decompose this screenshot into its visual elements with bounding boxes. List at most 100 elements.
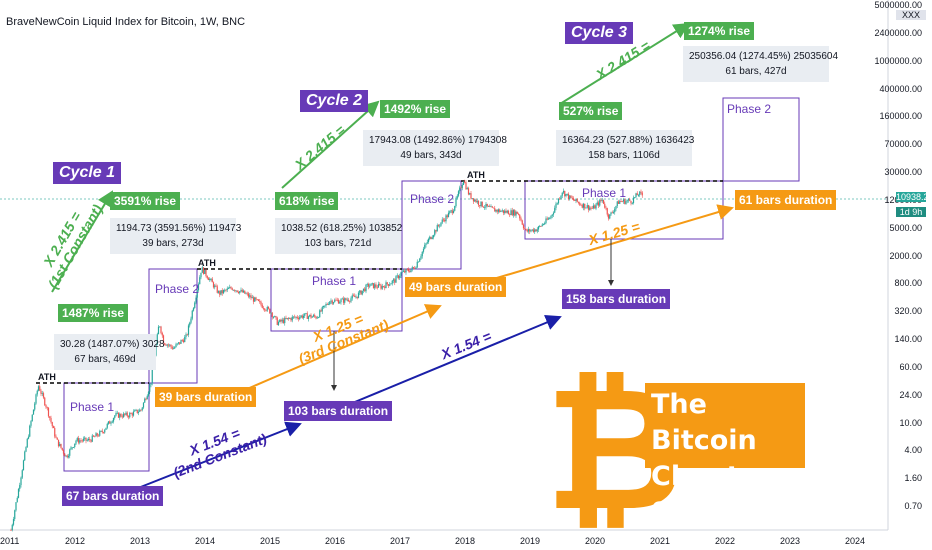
candle-body — [150, 383, 152, 385]
candle-body — [291, 316, 293, 321]
candle-body — [630, 200, 632, 204]
candle-body — [565, 193, 567, 197]
candle-body — [361, 290, 363, 295]
candle-body — [164, 343, 166, 345]
candle-body — [315, 316, 317, 319]
phase1-1-info-line1: 30.28 (1487.07%) 3028 — [60, 339, 165, 350]
candle-body — [530, 230, 532, 232]
candle-body — [367, 284, 370, 287]
candle-body — [352, 295, 355, 297]
candle-body — [416, 261, 418, 268]
c1-phase2-label: Phase 2 — [155, 282, 200, 296]
countdown-label: 1d 9h — [896, 207, 926, 217]
candle-body — [634, 197, 636, 198]
candle-body — [134, 410, 136, 412]
candle-body — [544, 222, 546, 225]
candle-body — [410, 269, 412, 273]
candle-body — [536, 229, 538, 232]
candle-body — [395, 276, 397, 283]
candle-body — [260, 301, 262, 305]
candle-body — [452, 210, 455, 214]
candle-body — [627, 199, 630, 201]
candle-body — [236, 290, 238, 292]
candle-body — [586, 205, 588, 208]
candle-body — [640, 191, 642, 193]
candle-body — [281, 319, 283, 322]
candle-body — [587, 205, 590, 210]
candle-body — [181, 340, 183, 341]
candle-body — [396, 275, 398, 277]
candle-body — [20, 477, 22, 486]
candle-body — [204, 269, 206, 274]
candle-body — [125, 412, 127, 415]
candle-body — [106, 423, 108, 428]
candle-body — [464, 181, 466, 183]
cycle-1-info-line2: 39 bars, 273d — [142, 238, 204, 249]
cycle1-phase2-box — [148, 268, 198, 384]
candle-body — [211, 278, 213, 283]
candle-body — [490, 206, 492, 208]
candle-body — [319, 310, 321, 318]
candle-body — [629, 199, 631, 201]
price-candles — [10, 179, 643, 532]
candle-body — [96, 433, 98, 436]
candle-body — [466, 188, 468, 190]
y-tick-label: 140.00 — [894, 334, 922, 344]
candle-body — [112, 418, 115, 422]
candle-body — [284, 317, 286, 324]
candle-body — [80, 440, 82, 442]
candle-body — [499, 209, 501, 212]
candle-body — [497, 209, 500, 212]
candle-body — [271, 312, 273, 318]
candle-body — [445, 215, 447, 222]
candle-body — [35, 394, 37, 404]
c3-phase2-label: Phase 2 — [727, 102, 772, 116]
x-tick-label: 2014 — [195, 536, 216, 546]
c2-phase1-label: Phase 1 — [312, 274, 357, 288]
candle-body — [86, 440, 88, 441]
candle-body — [606, 208, 608, 215]
candle-body — [520, 218, 522, 221]
candle-body — [362, 288, 365, 291]
candle-body — [27, 436, 30, 439]
x-tick-label: 2018 — [455, 536, 476, 546]
candle-body — [426, 242, 428, 244]
candle-body — [257, 299, 260, 301]
y-tick-label: 320.00 — [894, 306, 922, 317]
candle-body — [554, 207, 556, 213]
candle-body — [469, 193, 471, 195]
candle-body — [327, 304, 330, 306]
x-tick-label: 2016 — [325, 536, 346, 546]
candle-body — [580, 204, 582, 206]
candle-body — [29, 425, 31, 437]
candle-body — [282, 319, 285, 324]
candle-body — [500, 211, 502, 212]
c3-phase1-label: Phase 1 — [582, 186, 627, 200]
candle-body — [82, 438, 85, 441]
candle-body — [100, 430, 102, 432]
candle-body — [145, 398, 147, 400]
candle-body — [249, 295, 251, 297]
candle-body — [482, 206, 485, 208]
candle-body — [51, 422, 53, 427]
candle-body — [66, 455, 68, 458]
candle-body — [36, 390, 38, 395]
phase1-1-info: 30.28 (1487.07%) 3028 67 bars, 469d — [54, 334, 165, 370]
candle-body — [626, 200, 628, 202]
candle-body — [534, 229, 536, 232]
c1-phase1-label: Phase 1 — [70, 400, 115, 414]
candle-body — [255, 297, 257, 300]
candle-body — [427, 238, 430, 243]
candle-body — [322, 305, 325, 308]
candle-body — [619, 201, 621, 204]
candle-body — [310, 314, 312, 318]
candle-body — [517, 213, 520, 215]
candle-body — [267, 307, 270, 309]
candle-body — [117, 412, 120, 418]
candle-body — [385, 282, 387, 289]
candle-body — [46, 407, 48, 409]
candle-body — [570, 195, 572, 198]
candle-body — [454, 206, 456, 211]
